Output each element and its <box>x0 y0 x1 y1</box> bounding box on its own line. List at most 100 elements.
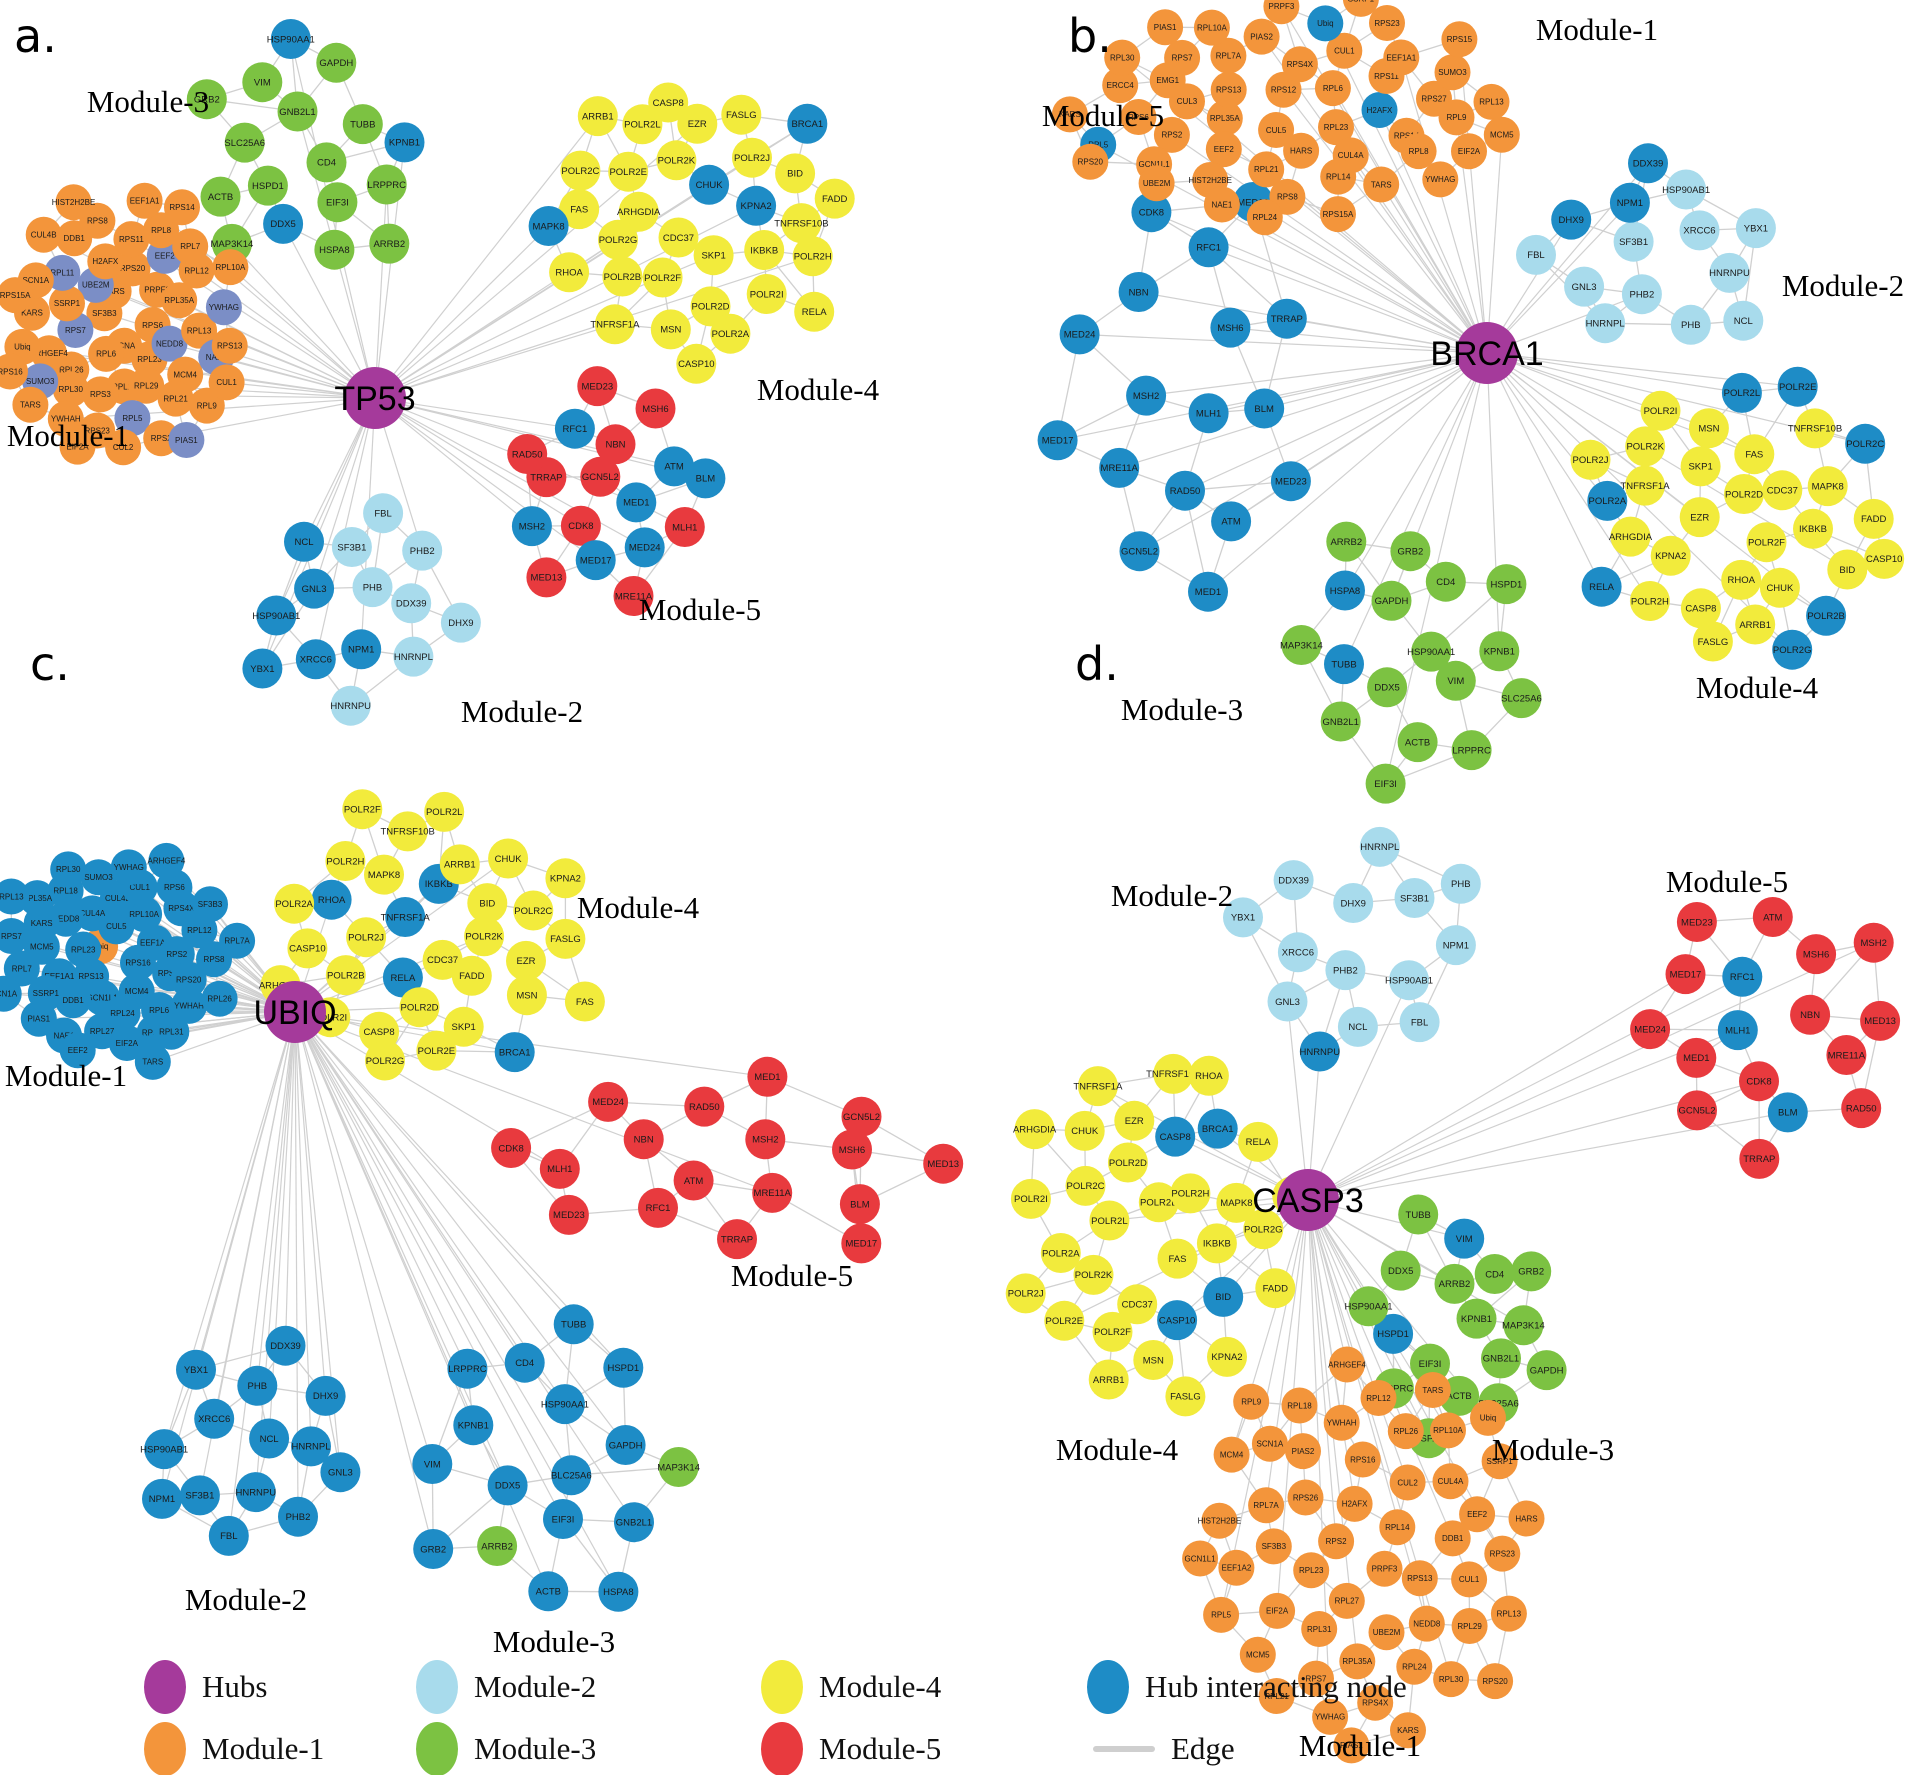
node-MSH6: MSH6 <box>1210 307 1251 348</box>
node-label: CHUK <box>696 180 724 191</box>
node-circle <box>1336 1485 1373 1522</box>
node-label: RPS3 <box>90 390 111 399</box>
hub-edge <box>1343 352 1488 665</box>
node-RPS15: RPS15 <box>1441 21 1478 58</box>
hub-edge <box>374 397 533 527</box>
node-label: KARS <box>1397 1726 1419 1735</box>
hub-edge <box>1486 352 1742 394</box>
node-MED23: MED23 <box>548 1194 589 1235</box>
node-label: CASP10 <box>289 944 325 955</box>
node-label: BID <box>787 169 803 180</box>
node-RPL30: RPL30 <box>1433 1661 1470 1698</box>
hub-edge <box>1290 352 1488 482</box>
node-GNB2L1: GNB2L1 <box>1481 1338 1521 1379</box>
node-label: MCM5 <box>1490 131 1514 140</box>
node-label: Ubiq <box>1317 19 1333 28</box>
node-TUBB: TUBB <box>1324 644 1364 685</box>
node-circle <box>1379 1509 1416 1546</box>
node-RHOA: RHOA <box>1721 559 1762 600</box>
node-GRB2: GRB2 <box>1511 1251 1552 1292</box>
node-label: EIF3I <box>326 198 349 209</box>
node-circle <box>47 400 84 437</box>
node-POLR2G: POLR2G <box>1243 1209 1284 1250</box>
node-label: FADD <box>459 971 484 982</box>
node-label: RPL13 <box>1497 1609 1522 1618</box>
node-label: MED23 <box>1681 917 1713 928</box>
node-circle <box>1752 897 1793 937</box>
node-label: HNRNPU <box>330 701 371 712</box>
node-POLR2D: POLR2D <box>399 987 440 1028</box>
node-circle <box>1581 566 1622 607</box>
node-H2AFX: H2AFX <box>87 243 124 280</box>
node-label: FADD <box>1263 1284 1288 1295</box>
node-CUL4A: CUL4A <box>1432 1463 1469 1500</box>
node-label: PHB2 <box>1333 965 1358 976</box>
hub-edge <box>256 1011 296 1386</box>
node-label: YWHAG <box>114 863 144 872</box>
node-circle <box>1387 1413 1424 1450</box>
node-circle <box>467 883 508 924</box>
node-MED17: MED17 <box>841 1223 882 1264</box>
hub-edge <box>1307 973 1686 1201</box>
hub-edge <box>1307 976 1743 1201</box>
node-label: HSP90AA1 <box>1344 1302 1392 1313</box>
node-label: NPM1 <box>149 1494 175 1505</box>
module-title-module-5: Module-5 <box>639 592 761 627</box>
node-HIST2H2BE: HIST2H2BE <box>52 184 95 221</box>
node-circle <box>1709 252 1750 293</box>
node-POLR2F: POLR2F <box>1746 522 1787 563</box>
node-FAS: FAS <box>1157 1238 1198 1279</box>
hub-edge <box>374 397 575 430</box>
node-FBL: FBL <box>363 493 404 534</box>
node-label: GCN5L2 <box>1121 547 1158 558</box>
node-DDX5: DDX5 <box>487 1465 528 1506</box>
node-circle <box>1210 307 1251 348</box>
node-SUMO3: SUMO3 <box>80 859 117 896</box>
hub-label: CASP3 <box>1252 1182 1364 1220</box>
node-circle <box>598 219 638 260</box>
node-label: KPNA2 <box>1211 1352 1242 1363</box>
node-circle <box>242 648 283 689</box>
node-label: ARRB2 <box>373 239 405 250</box>
node-CASP8: CASP8 <box>1155 1116 1196 1157</box>
node-circle <box>1432 1463 1469 1500</box>
node-circle <box>658 217 699 258</box>
node-label: EEF2 <box>1214 145 1235 154</box>
node-POLR2C: POLR2C <box>1845 423 1886 464</box>
node-label: DDX5 <box>1374 683 1399 694</box>
node-circle <box>157 380 194 417</box>
node-TARS: TARS <box>1363 166 1400 203</box>
node-label: MRE11A <box>1101 463 1139 474</box>
panel-a: CD4HSPD1GNB2L1EIF3ISLC25A6TUBBDDX5VIMLRP… <box>0 19 855 726</box>
node-BLM: BLM <box>685 458 726 499</box>
node-label: DDB1 <box>62 996 84 1005</box>
node-circle <box>1326 32 1363 69</box>
node-PHB: PHB <box>1440 863 1481 904</box>
node-label: CHUK <box>495 854 523 865</box>
node-label: PHB <box>363 582 383 593</box>
module-title-module-4: Module-4 <box>1056 1432 1179 1467</box>
node-circle <box>1793 508 1833 549</box>
node-circle <box>775 153 816 194</box>
node-CDC37: CDC37 <box>1117 1284 1158 1325</box>
node-circle <box>1089 1200 1130 1241</box>
node-circle <box>413 1529 454 1569</box>
node-POLR2H: POLR2H <box>325 841 366 881</box>
node-circle <box>382 957 423 998</box>
node-label: CHUK <box>1766 583 1794 594</box>
labels-layer: a.Module-3Module-1Module-4Module-5Module… <box>5 9 1904 1763</box>
node-GNL3: GNL3 <box>1267 981 1308 1022</box>
node-circle <box>1864 538 1905 579</box>
node-label: RPL35A <box>1210 114 1240 123</box>
node-circle <box>528 1571 569 1612</box>
node-circle <box>1435 660 1476 701</box>
node-circle <box>59 428 96 465</box>
node-TNFRSF1A: TNFRSF1A <box>1620 465 1670 506</box>
node-circle <box>1625 465 1665 506</box>
node-circle <box>1223 897 1263 938</box>
node-circle <box>1373 1313 1414 1354</box>
node-ATM: ATM <box>673 1160 714 1201</box>
node-label: SSRP1 <box>54 299 81 308</box>
node-EZR: EZR <box>506 940 546 981</box>
node-label: MAPK8 <box>368 870 400 881</box>
